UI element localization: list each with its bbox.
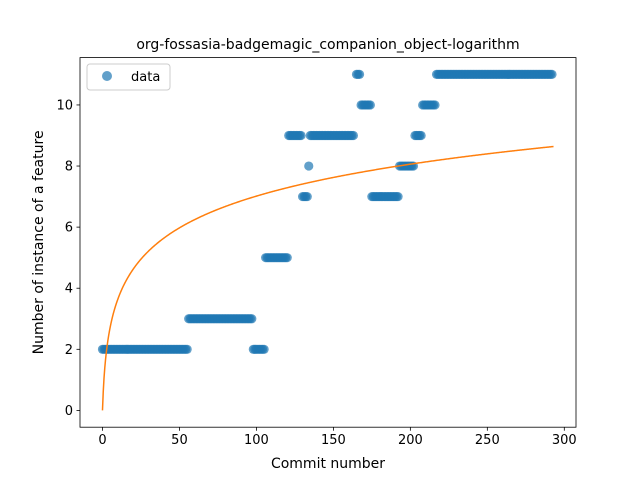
plot-area-background <box>80 57 576 428</box>
data-point <box>393 191 403 202</box>
x-axis-label: Commit number <box>271 456 385 472</box>
data-point <box>247 314 257 324</box>
data-point <box>296 130 306 141</box>
data-point <box>430 100 440 110</box>
x-tick-label: 0 <box>98 433 106 448</box>
data-point <box>416 130 426 141</box>
legend: data <box>86 63 171 91</box>
y-axis-label: Number of instance of a feature <box>31 130 47 354</box>
chart-title: org-fossasia-badgemagic_companion_object… <box>136 37 519 53</box>
x-tick-label: 250 <box>475 433 500 448</box>
x-tick-label: 50 <box>171 433 188 448</box>
y-tick-label: 2 <box>65 343 73 358</box>
x-tick-label: 200 <box>398 433 423 448</box>
x-tick-label: 300 <box>552 433 577 448</box>
data-point <box>348 130 358 141</box>
legend-label-data: data <box>131 70 160 85</box>
legend-marker-data <box>102 71 112 81</box>
data-point <box>282 253 292 263</box>
legend-box <box>86 63 171 91</box>
data-point <box>365 100 375 110</box>
y-tick-label: 4 <box>65 282 73 297</box>
data-point <box>304 161 314 171</box>
data-point <box>182 344 192 354</box>
x-tick-label: 100 <box>244 433 269 448</box>
y-tick-label: 10 <box>56 98 73 113</box>
y-tick-label: 6 <box>65 221 73 236</box>
x-axis-ticks: 0 50 100 150 200 250 300 <box>98 427 577 448</box>
data-point <box>302 191 312 202</box>
y-axis-ticks: 0 2 4 6 8 10 <box>56 98 80 419</box>
scatter-series-data <box>97 69 557 354</box>
x-tick-label: 150 <box>321 433 346 448</box>
fit-line <box>101 145 554 411</box>
data-point <box>259 344 269 354</box>
y-tick-label: 0 <box>65 404 73 419</box>
data-point <box>547 69 557 79</box>
data-point <box>354 69 365 79</box>
plot-frame <box>79 57 577 428</box>
y-tick-label: 8 <box>65 160 73 175</box>
